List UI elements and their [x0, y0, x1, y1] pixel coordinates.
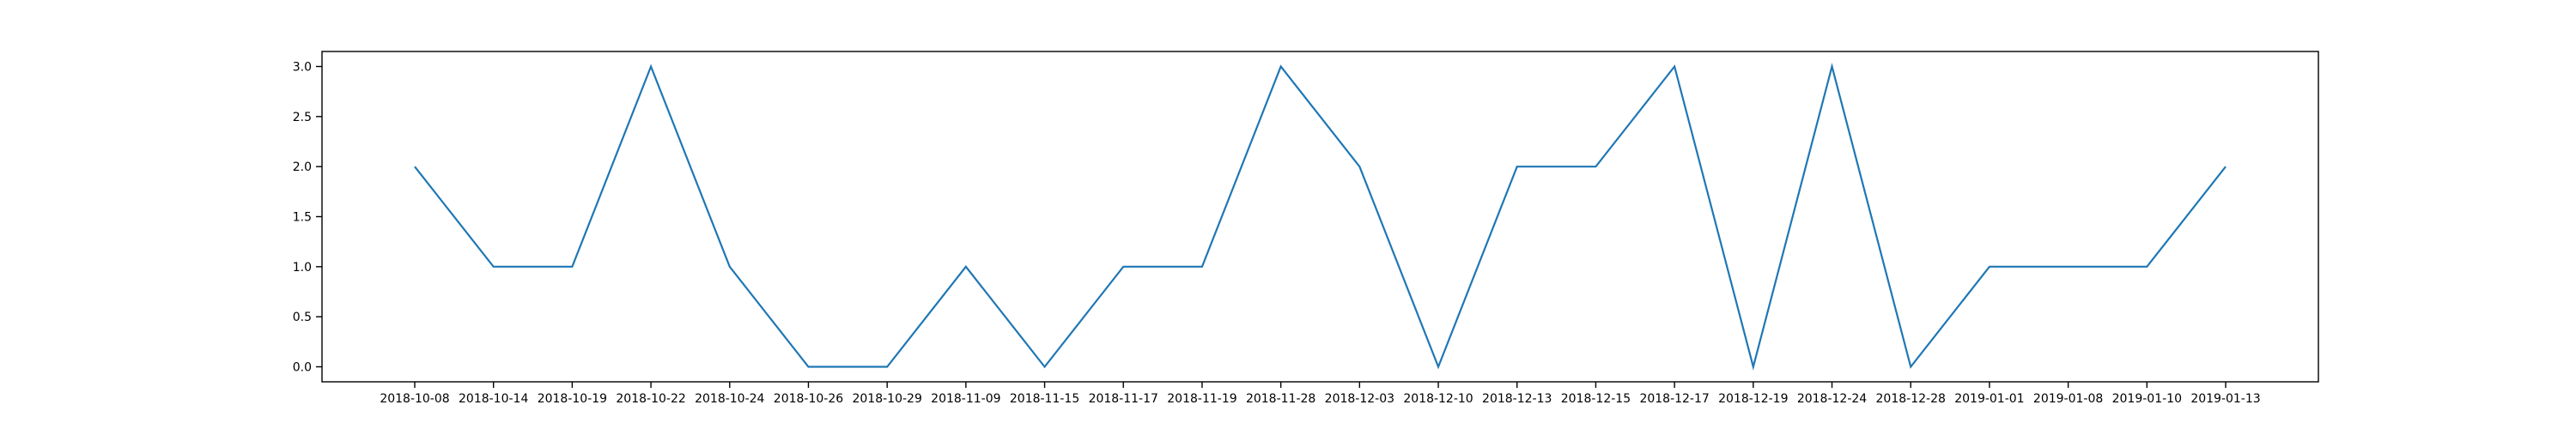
x-tick-label: 2018-11-17	[1089, 392, 1158, 406]
x-tick-label: 2018-12-28	[1876, 392, 1946, 406]
x-tick-label: 2018-11-19	[1167, 392, 1236, 406]
x-tick-label: 2019-01-01	[1954, 392, 2024, 406]
y-tick-label: 1.0	[293, 261, 312, 275]
x-tick-label: 2018-10-19	[538, 392, 607, 406]
x-tick-label: 2018-12-10	[1403, 392, 1473, 406]
x-tick-label: 2018-12-17	[1639, 392, 1709, 406]
x-tick-label: 2018-12-24	[1797, 392, 1867, 406]
plot-frame	[321, 51, 2319, 383]
y-tick-label: 0.0	[293, 361, 312, 375]
y-tick-label: 2.5	[293, 111, 312, 124]
y-tick-label: 3.0	[293, 61, 312, 75]
y-tick-label: 2.0	[293, 160, 312, 174]
x-tick-label: 2019-01-13	[2190, 392, 2260, 406]
x-tick-label: 2018-10-14	[459, 392, 528, 406]
x-tick-label: 2018-10-29	[852, 392, 921, 406]
x-tick-label: 2018-12-03	[1325, 392, 1394, 406]
x-tick-label: 2018-10-26	[774, 392, 843, 406]
x-tick-label: 2018-10-08	[380, 392, 449, 406]
x-tick-label: 2018-10-22	[616, 392, 685, 406]
x-tick-label: 2018-12-19	[1718, 392, 1788, 406]
x-tick-label: 2018-12-15	[1561, 392, 1631, 406]
x-tick-label: 2018-11-28	[1246, 392, 1315, 406]
x-tick-label: 2018-11-09	[931, 392, 1000, 406]
x-axis-ticks: 2018-10-08 2018-10-14 2018-10-19 2018-10-22…	[380, 382, 2261, 406]
y-tick-label: 0.5	[293, 311, 312, 324]
x-tick-label: 2018-12-13	[1482, 392, 1552, 406]
x-tick-label: 2018-11-15	[1010, 392, 1079, 406]
y-tick-label: 1.5	[293, 211, 312, 225]
x-tick-label: 2019-01-08	[2033, 392, 2103, 406]
series-line	[414, 63, 2227, 371]
y-axis-ticks: 0.0 0.5 1.0 1.5 2.0 2.5 3.0	[293, 61, 322, 375]
x-tick-label: 2018-10-24	[695, 392, 764, 406]
x-tick-label: 2019-01-10	[2112, 392, 2182, 406]
